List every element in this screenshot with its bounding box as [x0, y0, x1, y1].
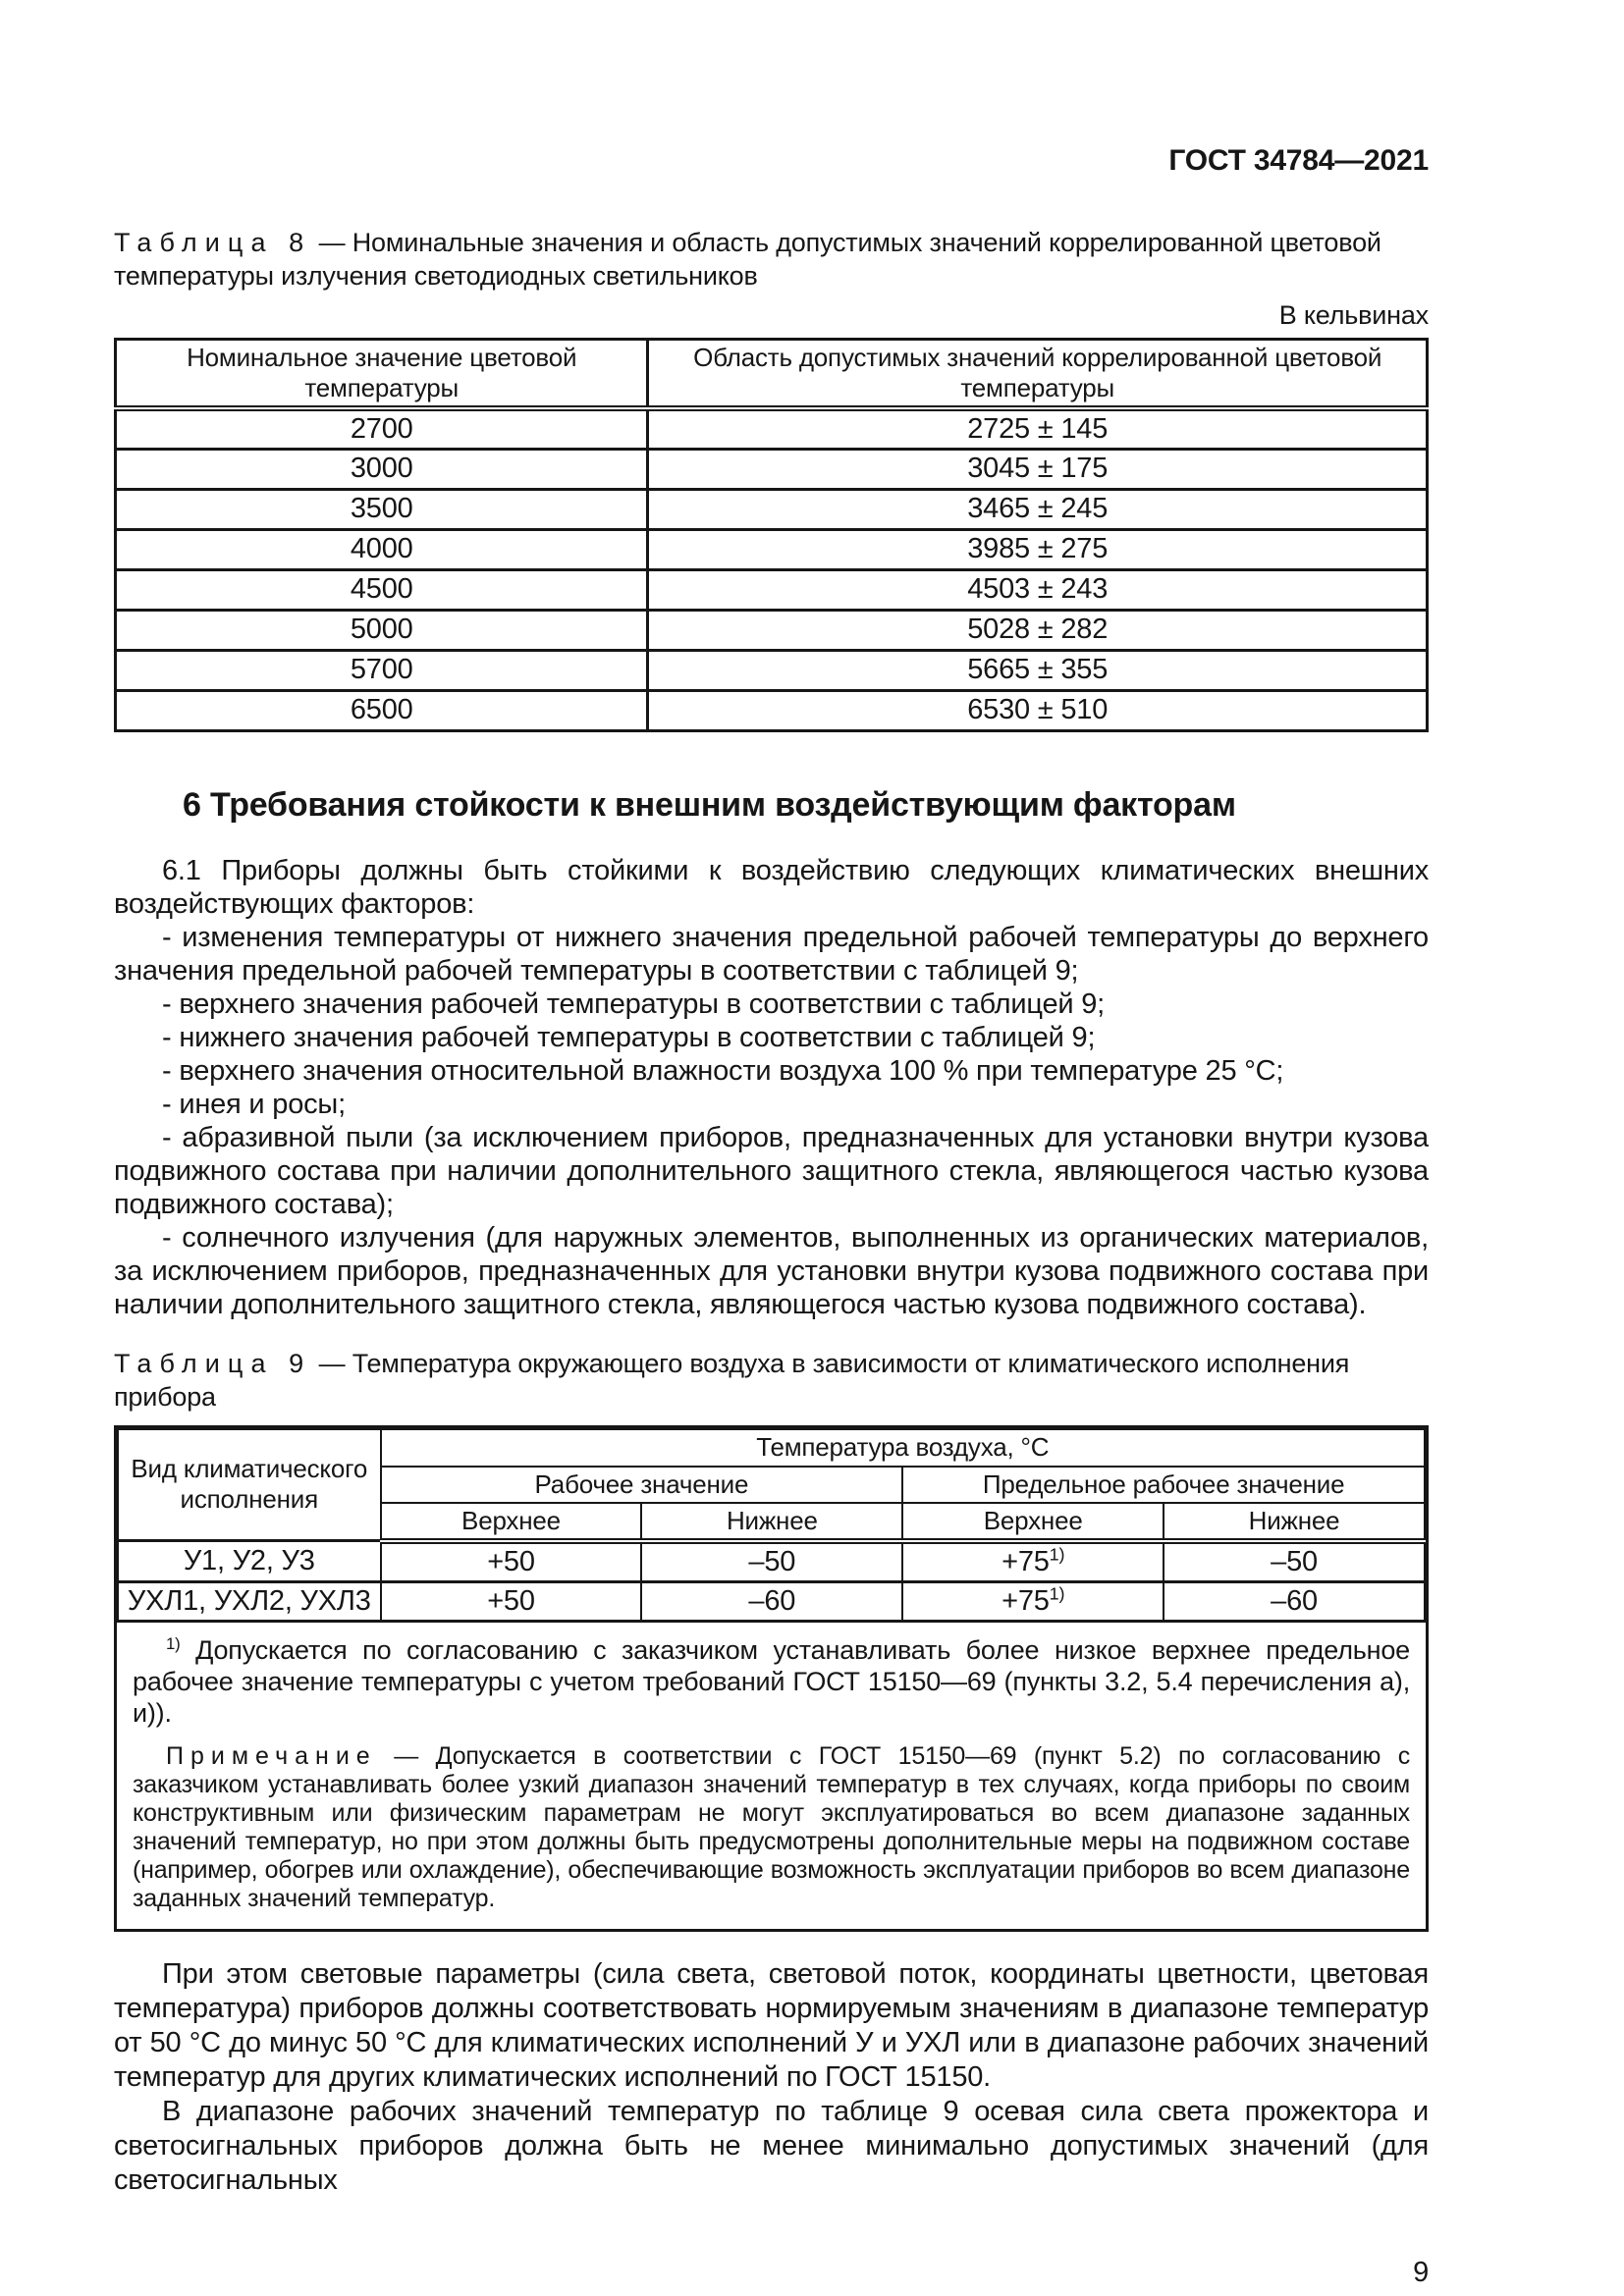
table-cell: 5665 ± 355 — [646, 648, 1429, 692]
note-body: — Допускается в соответствии с ГОСТ 1515… — [133, 1741, 1411, 1912]
table9-header-row-groups: Рабочее значение Предельное рабочее знач… — [118, 1465, 1426, 1504]
table-row: УХЛ1, УХЛ2, УХЛ3 +50 –60 +751) –60 — [117, 1579, 1426, 1623]
table-row: 5700 5665 ± 355 — [113, 648, 1429, 692]
cell-value: +75 — [1001, 1584, 1050, 1617]
table9-header-row-air: Вид климатического исполнения Температур… — [117, 1427, 1427, 1542]
table8-header-row: Номинальное значение цветовой температур… — [113, 338, 1429, 411]
table-cell: 2700 — [113, 406, 650, 451]
table-row: У1, У2, У3 +50 –50 +751) –50 — [117, 1539, 1426, 1583]
bullet-frost-dew: - инея и росы; — [162, 1088, 346, 1120]
table8-caption: Таблица 8 — Номинальные значения и облас… — [114, 226, 1429, 293]
table8: Номинальное значение цветовой температур… — [113, 338, 1429, 732]
table-cell: 4503 ± 243 — [646, 567, 1429, 612]
table9-sub-lower-2: Нижнее — [1163, 1501, 1426, 1544]
doc-header: ГОСТ 34784—2021 — [1168, 144, 1429, 177]
para-light-params: При этом световые параметры (сила света,… — [114, 1957, 1429, 2093]
table-cell: +50 — [379, 1579, 643, 1623]
para-working-range: В диапазоне рабочих значений температур … — [114, 2095, 1429, 2196]
bullet-temp-change: - изменения температуры от нижнего значе… — [114, 921, 1429, 987]
footnote-marker: 1) — [1049, 1582, 1065, 1603]
note-text: Примечание — Допускается в соответствии … — [133, 1742, 1410, 1913]
table9-col1-header: Вид климатического исполнения — [117, 1427, 382, 1542]
table-cell: 3985 ± 275 — [646, 527, 1429, 571]
table9-caption: Таблица 9 — Температура окружающего возд… — [114, 1347, 1429, 1414]
table-cell: 3500 — [113, 487, 650, 531]
table-cell: 5028 ± 282 — [646, 608, 1429, 652]
footnote-body: Допускается по согласованию с заказчиком… — [133, 1634, 1410, 1728]
table-cell: 2725 ± 145 — [646, 406, 1429, 451]
table-cell: 4000 — [113, 527, 650, 571]
table9-note: Примечание — Допускается в соответствии … — [117, 1729, 1426, 1929]
table8-caption-text: — Номинальные значения и область допусти… — [114, 228, 1381, 291]
table-row: 3000 3045 ± 175 — [113, 447, 1429, 491]
table-cell: 6530 ± 510 — [646, 688, 1429, 732]
table-row: 4500 4503 ± 243 — [113, 567, 1429, 612]
para-6-1: 6.1 Приборы должны быть стойкими к возде… — [114, 854, 1429, 920]
table-cell: +751) — [901, 1539, 1165, 1583]
table9-temp-header: Температура воздуха, °С — [379, 1427, 1427, 1468]
table-cell: +50 — [379, 1539, 643, 1583]
table-cell: УХЛ1, УХЛ2, УХЛ3 — [117, 1579, 382, 1623]
table9-sub-upper-1: Верхнее — [379, 1501, 643, 1544]
table-cell: +751) — [901, 1579, 1165, 1623]
bullet-upper-working: - верхнего значения рабочей температуры … — [162, 988, 1106, 1020]
table9-footnote: 1) Допускается по согласованию с заказчи… — [117, 1623, 1426, 1729]
cell-value: +75 — [1001, 1545, 1050, 1577]
table-cell: 6500 — [113, 688, 650, 732]
note-label: Примечание — [166, 1741, 377, 1770]
table-row: 3500 3465 ± 245 — [113, 487, 1429, 531]
table-cell: 5700 — [113, 648, 650, 692]
table-cell: –60 — [1163, 1579, 1426, 1623]
table-cell: 3045 ± 175 — [646, 447, 1429, 491]
footnote-marker: 1) — [1049, 1543, 1065, 1564]
units-note: В кельвинах — [1278, 300, 1429, 330]
table-row: 6500 6530 ± 510 — [113, 688, 1429, 732]
table-cell: –50 — [1163, 1539, 1426, 1583]
table-row: 2700 2725 ± 145 — [113, 406, 1429, 451]
table9-frame: Вид климатического исполнения Температур… — [114, 1424, 1429, 1932]
section-6-heading: 6 Требования стойкости к внешним воздейс… — [183, 785, 1236, 824]
table-cell: –50 — [640, 1539, 904, 1583]
table-cell: –60 — [640, 1579, 904, 1623]
table9-sub-lower-1: Нижнее — [640, 1501, 904, 1544]
table9-header-row-sub: Верхнее Нижнее Верхнее Нижнее — [118, 1501, 1426, 1544]
footnote-text: 1) Допускается по согласованию с заказчи… — [133, 1634, 1410, 1729]
table-cell: У1, У2, У3 — [117, 1539, 382, 1583]
table-cell: 3000 — [113, 447, 650, 491]
table-row: 5000 5028 ± 282 — [113, 608, 1429, 652]
table9-group-working: Рабочее значение — [379, 1465, 904, 1504]
table9-caption-label: Таблица 9 — [114, 1348, 312, 1378]
table-cell: 4500 — [113, 567, 650, 612]
table-row: 4000 3985 ± 275 — [113, 527, 1429, 571]
table9-sub-upper-2: Верхнее — [901, 1501, 1165, 1544]
table9-group-limit: Предельное рабочее значение — [901, 1465, 1426, 1504]
bullet-solar-radiation: - солнечного излучения (для наружных эле… — [114, 1221, 1429, 1320]
bullet-lower-working: - нижнего значения рабочей температуры в… — [162, 1021, 1096, 1053]
bullet-humidity: - верхнего значения относительной влажно… — [162, 1054, 1284, 1087]
table8-col-header-nominal: Номинальное значение цветовой температур… — [113, 338, 650, 411]
bullet-abrasive-dust: - абразивной пыли (за исключением прибор… — [114, 1121, 1429, 1220]
table9-caption-text: — Температура окружающего воздуха в зави… — [114, 1348, 1350, 1412]
table-cell: 3465 ± 245 — [646, 487, 1429, 531]
table8-col-header-range: Область допустимых значений коррелирован… — [646, 338, 1429, 411]
footnote-marker: 1) — [166, 1633, 181, 1653]
table8-caption-label: Таблица 8 — [114, 228, 312, 257]
page-number: 9 — [1413, 2256, 1429, 2288]
table-cell: 5000 — [113, 608, 650, 652]
table9: Вид климатического исполнения Температур… — [117, 1427, 1427, 1623]
